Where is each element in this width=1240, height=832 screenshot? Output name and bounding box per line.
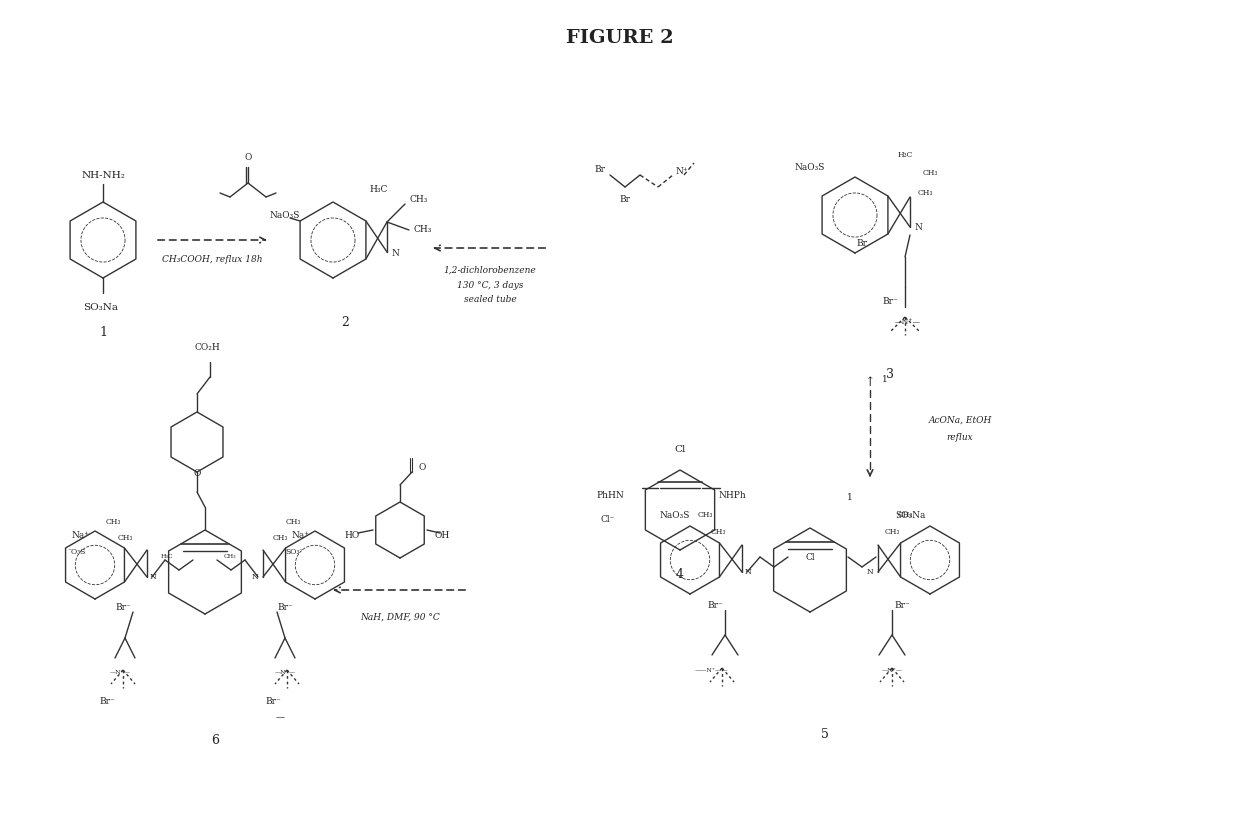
Text: Br⁻: Br⁻ xyxy=(882,298,898,306)
Text: 1: 1 xyxy=(882,375,888,384)
Text: —N⁺—: —N⁺— xyxy=(895,318,921,326)
Text: H₃C: H₃C xyxy=(161,554,174,559)
Text: N: N xyxy=(745,568,751,576)
Text: CH₃: CH₃ xyxy=(414,225,433,235)
Text: —N⁺—: —N⁺— xyxy=(109,670,130,675)
Text: N: N xyxy=(914,222,921,231)
Text: CO₂H: CO₂H xyxy=(195,343,219,351)
Text: HO: HO xyxy=(345,531,360,539)
Text: CH₃: CH₃ xyxy=(105,518,120,526)
Text: 2: 2 xyxy=(341,316,348,329)
Text: sealed tube: sealed tube xyxy=(464,295,516,305)
Text: CH₃: CH₃ xyxy=(285,518,300,526)
Text: O: O xyxy=(244,152,252,161)
Text: Br⁻: Br⁻ xyxy=(277,603,293,612)
Text: Br: Br xyxy=(857,239,868,247)
Text: OH: OH xyxy=(434,531,450,539)
Text: NH-NH₂: NH-NH₂ xyxy=(81,171,125,180)
Text: CH₃: CH₃ xyxy=(711,528,725,536)
Text: CH₃: CH₃ xyxy=(409,196,428,205)
Text: CH₃: CH₃ xyxy=(697,511,713,519)
Text: SO₃⁻: SO₃⁻ xyxy=(285,548,304,556)
Text: ↑: ↑ xyxy=(864,377,875,389)
Text: SO₃Na: SO₃Na xyxy=(895,511,925,519)
Text: 1: 1 xyxy=(847,493,853,502)
Text: —: — xyxy=(275,714,284,722)
Text: CH₃: CH₃ xyxy=(918,189,932,197)
Text: O: O xyxy=(193,468,201,478)
Text: ——N⁺——: ——N⁺—— xyxy=(696,667,729,672)
Text: Br⁻: Br⁻ xyxy=(894,601,910,610)
Text: 4: 4 xyxy=(676,568,684,582)
Text: 1,2-dichlorobenzene: 1,2-dichlorobenzene xyxy=(444,265,537,275)
Text: —N⁺—: —N⁺— xyxy=(274,670,295,675)
Text: Na⁺: Na⁺ xyxy=(291,531,309,539)
Text: CH₃: CH₃ xyxy=(118,534,133,542)
Text: Br: Br xyxy=(620,196,630,205)
Text: 1: 1 xyxy=(99,326,107,339)
Text: PhHN: PhHN xyxy=(596,491,624,499)
Text: —N⁺—: —N⁺— xyxy=(882,667,903,672)
Text: CH₃: CH₃ xyxy=(923,169,937,177)
Text: Cl: Cl xyxy=(675,445,686,454)
Text: NaO₃S: NaO₃S xyxy=(795,162,825,171)
Text: Na⁺: Na⁺ xyxy=(71,531,89,539)
Text: CH₃: CH₃ xyxy=(898,511,913,519)
Text: 6: 6 xyxy=(211,734,219,746)
Text: N: N xyxy=(867,568,873,576)
Text: ⁻O₃S: ⁻O₃S xyxy=(68,548,87,556)
Text: NHPh: NHPh xyxy=(718,491,746,499)
Text: N: N xyxy=(391,250,399,259)
Text: NaO₃S: NaO₃S xyxy=(660,511,691,519)
Text: 3: 3 xyxy=(887,369,894,382)
Text: CH₃COOH, reflux 18h: CH₃COOH, reflux 18h xyxy=(161,255,262,265)
Text: CH₃: CH₃ xyxy=(273,534,288,542)
Text: H₃C: H₃C xyxy=(370,186,388,195)
Text: N: N xyxy=(252,573,258,581)
Text: NaH, DMF, 90 °C: NaH, DMF, 90 °C xyxy=(360,612,440,622)
Text: NaO₃S: NaO₃S xyxy=(270,210,300,220)
Text: H₃C: H₃C xyxy=(898,151,913,159)
Text: reflux: reflux xyxy=(946,433,973,443)
Text: N: N xyxy=(150,573,156,581)
Text: Cl: Cl xyxy=(805,553,815,562)
Text: 5: 5 xyxy=(821,729,828,741)
Text: FIGURE 2: FIGURE 2 xyxy=(567,29,673,47)
Text: Br: Br xyxy=(594,166,605,175)
Text: Br⁻: Br⁻ xyxy=(99,697,115,706)
Text: CH₃: CH₃ xyxy=(223,554,237,559)
Text: N⁺: N⁺ xyxy=(676,167,688,176)
Text: CH₃: CH₃ xyxy=(884,528,900,536)
Text: SO₃Na: SO₃Na xyxy=(83,304,119,313)
Text: O: O xyxy=(418,463,425,473)
Text: Cl⁻: Cl⁻ xyxy=(601,516,615,524)
Text: Br⁻: Br⁻ xyxy=(115,603,131,612)
Text: 130 °C, 3 days: 130 °C, 3 days xyxy=(456,280,523,290)
Text: Br⁻: Br⁻ xyxy=(265,697,281,706)
Text: Br⁻: Br⁻ xyxy=(707,601,723,610)
Text: AcONa, EtOH: AcONa, EtOH xyxy=(929,415,992,424)
